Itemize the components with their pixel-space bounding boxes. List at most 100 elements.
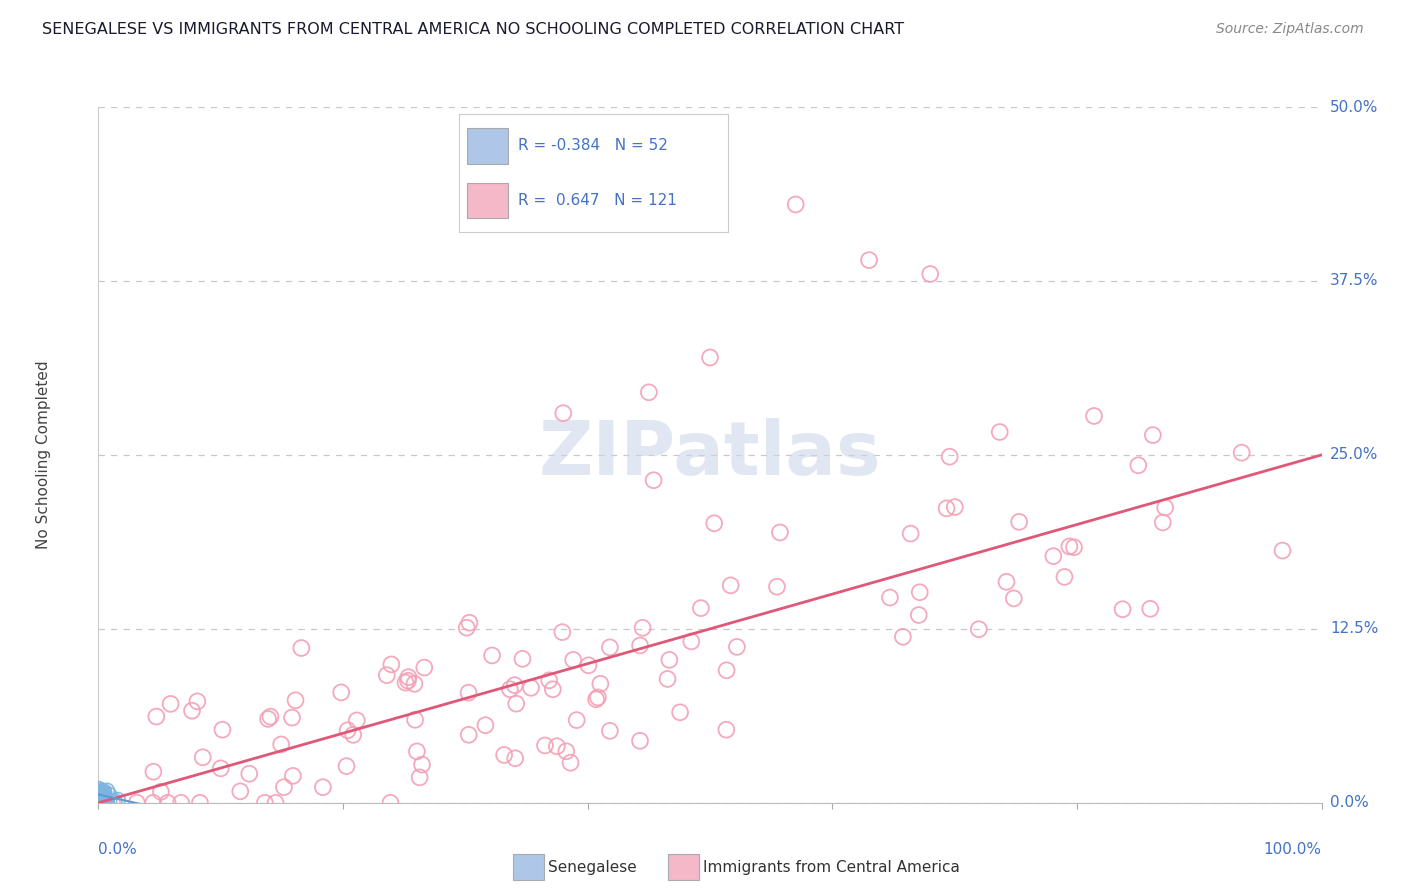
Point — [142, 764, 165, 779]
Point — [458, 615, 481, 630]
Point — [1002, 591, 1025, 606]
Point — [142, 796, 165, 810]
Point — [89, 795, 111, 809]
Point — [209, 761, 232, 775]
Text: 50.0%: 50.0% — [1330, 100, 1378, 114]
Point — [394, 675, 416, 690]
Point — [404, 677, 426, 691]
Point — [336, 723, 359, 738]
Point — [90, 783, 112, 797]
Point — [90, 792, 112, 806]
Point — [1271, 543, 1294, 558]
Point — [312, 780, 335, 794]
Point — [943, 500, 966, 514]
Point — [211, 723, 233, 737]
Point — [546, 739, 568, 754]
Point — [725, 640, 748, 654]
Point — [93, 784, 115, 798]
Point — [457, 728, 479, 742]
Point — [264, 796, 287, 810]
Point — [87, 795, 110, 809]
Point — [259, 709, 281, 723]
Text: Senegalese: Senegalese — [548, 860, 637, 874]
Point — [281, 710, 304, 724]
Point — [346, 714, 368, 728]
Point — [87, 796, 110, 810]
Point — [553, 406, 575, 420]
Point — [658, 653, 681, 667]
Point — [938, 450, 960, 464]
Point — [920, 267, 942, 281]
Point — [90, 789, 112, 803]
Point — [585, 692, 607, 706]
Point — [769, 525, 792, 540]
Point — [1230, 445, 1253, 459]
Text: Source: ZipAtlas.com: Source: ZipAtlas.com — [1216, 22, 1364, 37]
Point — [1008, 515, 1031, 529]
Point — [637, 385, 661, 400]
Point — [891, 630, 914, 644]
Point — [87, 795, 110, 809]
Point — [87, 791, 110, 805]
Point — [90, 789, 112, 804]
Point — [94, 791, 117, 805]
Point — [766, 580, 789, 594]
Point — [87, 787, 110, 801]
Point — [87, 790, 110, 805]
Point — [1063, 540, 1085, 554]
Point — [628, 734, 651, 748]
Point — [505, 697, 527, 711]
Point — [87, 781, 110, 796]
Point — [270, 738, 292, 752]
Point — [1042, 549, 1064, 563]
Point — [104, 794, 127, 808]
Point — [586, 690, 609, 705]
Point — [562, 653, 585, 667]
Point — [93, 790, 115, 805]
Point — [89, 796, 111, 810]
Point — [681, 634, 703, 648]
Point — [281, 769, 304, 783]
Point — [375, 668, 398, 682]
Point — [988, 425, 1011, 439]
Point — [90, 794, 112, 808]
Point — [342, 728, 364, 742]
Point — [406, 744, 429, 758]
Point — [229, 784, 252, 798]
Point — [89, 788, 111, 802]
Point — [89, 791, 111, 805]
Point — [657, 672, 679, 686]
Point — [87, 796, 110, 810]
Point — [456, 621, 478, 635]
Point — [98, 794, 121, 808]
Point — [499, 682, 522, 697]
Point — [396, 673, 419, 688]
Text: ZIPatlas: ZIPatlas — [538, 418, 882, 491]
Point — [599, 723, 621, 738]
Point — [481, 648, 503, 663]
Point — [238, 766, 260, 780]
Point — [879, 591, 901, 605]
Text: No Schooling Completed: No Schooling Completed — [37, 360, 51, 549]
Point — [631, 621, 654, 635]
Point — [1059, 540, 1081, 554]
Point — [91, 786, 114, 800]
Point — [90, 789, 112, 804]
Point — [599, 640, 621, 655]
Point — [87, 790, 110, 805]
Point — [785, 197, 807, 211]
Point — [188, 796, 211, 810]
Point — [1142, 428, 1164, 442]
Point — [699, 351, 721, 365]
Point — [967, 622, 990, 636]
Point — [1152, 516, 1174, 530]
Point — [578, 658, 600, 673]
Point — [170, 796, 193, 810]
Point — [90, 788, 112, 802]
Point — [1053, 570, 1076, 584]
Point — [669, 706, 692, 720]
Point — [96, 794, 118, 808]
Point — [91, 789, 114, 803]
Point — [91, 793, 114, 807]
Point — [494, 747, 516, 762]
